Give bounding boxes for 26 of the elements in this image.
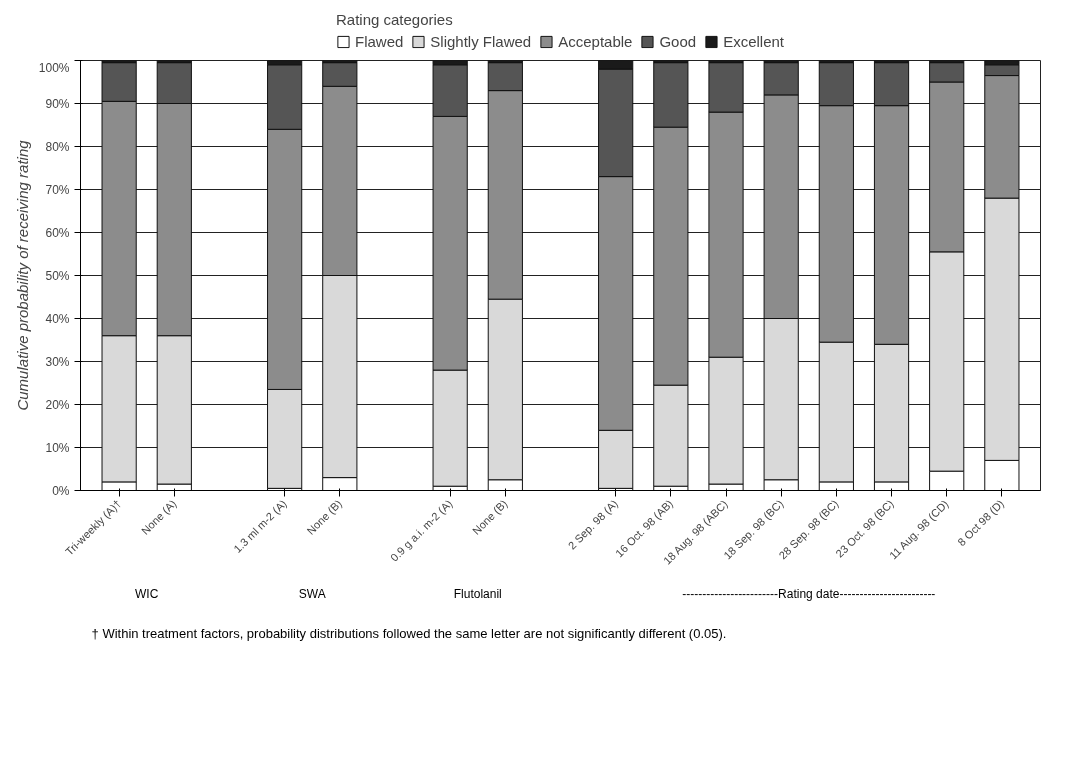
y-tick-label: 50%	[45, 268, 70, 283]
legend-label: Good	[659, 32, 697, 50]
y-axis-title: Cumulative probability of receiving rating	[13, 139, 31, 411]
y-tick-label: 40%	[45, 311, 70, 326]
y-tick-label: 70%	[45, 182, 70, 197]
legend-label: Acceptable	[558, 32, 633, 50]
y-tick-label: 80%	[45, 139, 70, 154]
y-tick-label: 90%	[45, 96, 70, 111]
y-tick-label: 60%	[45, 225, 70, 240]
text: ------------------------Rating date------------------------	[682, 586, 936, 601]
y-tick-label: 100%	[38, 60, 70, 75]
text: WIC	[135, 586, 159, 601]
y-tick-label: 30%	[45, 354, 70, 369]
text: † Within treatment factors, probability distributions followed the same letter are not significantly different (0.05).	[91, 626, 727, 641]
legend-title: Rating categories	[335, 10, 454, 28]
y-tick-label: 20%	[45, 397, 70, 412]
x-tick-label: 0.9 g a.i. m-2 (A)	[387, 497, 455, 564]
text: Flutolanil	[453, 586, 502, 601]
legend-label: Slightly Flawed	[430, 32, 532, 50]
text: SWA	[298, 586, 326, 601]
legend-label: Excellent	[723, 32, 785, 50]
legend-label: Flawed	[354, 32, 404, 50]
y-tick-label: 10%	[45, 440, 70, 455]
x-tick-label: 1.3 ml m-2 (A)	[231, 497, 289, 556]
y-tick-label: 0%	[52, 483, 70, 498]
x-tick-label: 8 Oct 98 (D)	[955, 497, 1007, 549]
